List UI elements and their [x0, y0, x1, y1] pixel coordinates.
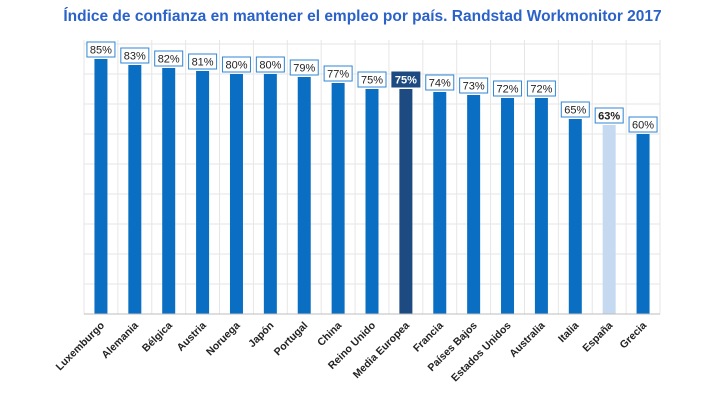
tick-label-noruega: Noruega [204, 320, 243, 359]
data-label-box-francia [425, 74, 455, 91]
data-label-box-japon [255, 56, 285, 73]
bar-paises-bajos [467, 95, 481, 314]
bar-francia [433, 92, 447, 314]
data-label-box-alemania [120, 47, 150, 64]
data-label-japon: 80% [259, 60, 281, 72]
data-label-noruega: 80% [225, 60, 247, 72]
data-label-box-media-europea [391, 71, 421, 88]
tick-label-australia: Australia [507, 320, 547, 360]
data-label-box-luxemburgo [86, 41, 116, 58]
data-label-box-australia [526, 80, 556, 97]
bar-portugal [297, 77, 311, 314]
tick-label-grecia: Grecia [618, 320, 650, 352]
bar-media-europea [399, 89, 413, 314]
tick-label-estados-unidos: Estados Unidos [449, 320, 514, 385]
data-label-belgica: 82% [158, 54, 180, 66]
data-label-box-portugal [289, 59, 319, 76]
data-label-box-espana [594, 107, 624, 124]
data-label-reino-unido: 75% [361, 75, 383, 87]
data-label-espana: 63% [598, 111, 620, 123]
bars [94, 59, 650, 314]
tick-label-china: China [315, 320, 344, 349]
bar-grecia [636, 134, 650, 314]
tick-label-austria: Austria [175, 320, 209, 354]
tick-label-alemania: Alemania [99, 320, 141, 362]
data-label-box-reino-unido [357, 71, 387, 88]
tick-label-belgica: Bélgica [140, 320, 175, 355]
data-label-box-china [323, 65, 353, 82]
data-label-box-estados-unidos [493, 80, 523, 97]
bar-austria [196, 71, 210, 314]
data-label-austria: 81% [192, 57, 214, 69]
tick-label-espana: España [580, 320, 615, 355]
data-label-francia: 74% [429, 78, 451, 90]
data-labels: 85% 83% 82% 81% 80% 80% 79% 77% 75% 75% 74% 73% 72% 7… [86, 41, 658, 133]
bar-noruega [229, 74, 243, 314]
bar-belgica [162, 68, 176, 314]
bar-reino-unido [365, 89, 379, 314]
tick-label-italia: Italia [556, 320, 582, 346]
tick-label-luxemburgo: Luxemburgo [54, 320, 107, 373]
data-label-box-grecia [628, 116, 658, 133]
data-label-australia: 72% [530, 84, 552, 96]
data-label-italia: 65% [564, 105, 586, 117]
data-label-estados-unidos: 72% [497, 84, 519, 96]
data-label-media-europea: 75% [395, 75, 417, 87]
chart-title: Índice de confianza en mantener el emple… [63, 8, 662, 25]
bar-italia [568, 119, 582, 314]
bar-luxemburgo [94, 59, 108, 314]
bar-japon [263, 74, 277, 314]
bar-estados-unidos [501, 98, 515, 314]
data-label-box-belgica [154, 50, 184, 67]
bar-australia [534, 98, 548, 314]
data-label-portugal: 79% [293, 63, 315, 75]
bar-china [331, 83, 345, 314]
data-label-paises-bajos: 73% [463, 81, 485, 93]
data-label-box-paises-bajos [459, 77, 489, 94]
data-label-china: 77% [327, 69, 349, 81]
data-label-box-italia [560, 101, 590, 118]
data-label-luxemburgo: 85% [90, 45, 112, 57]
tick-label-portugal: Portugal [272, 320, 311, 359]
data-label-alemania: 83% [124, 51, 146, 63]
bar-alemania [128, 65, 142, 314]
data-label-grecia: 60% [632, 120, 654, 132]
data-label-box-noruega [221, 56, 251, 73]
bar-espana [602, 125, 616, 314]
tick-label-japon: Japón [246, 320, 276, 350]
data-label-box-austria [188, 53, 218, 70]
